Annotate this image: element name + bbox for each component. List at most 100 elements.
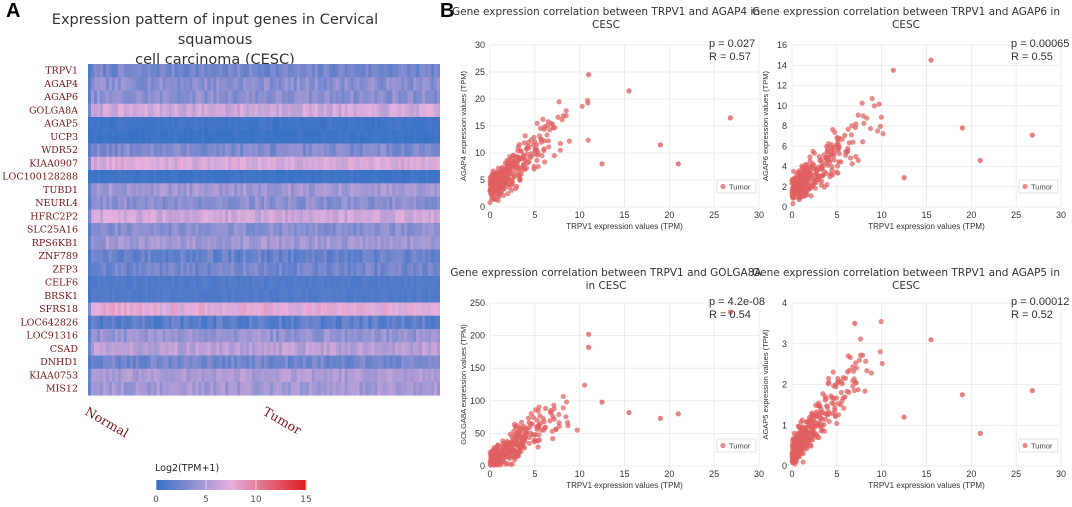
heatmap-cell	[123, 156, 128, 171]
heatmap-cell	[192, 77, 196, 91]
heatmap-cell	[302, 315, 307, 330]
heatmap-cell	[305, 249, 310, 264]
heatmap-cell	[150, 249, 154, 264]
heatmap-cell	[383, 368, 387, 383]
heatmap-cell	[413, 262, 417, 277]
heatmap-cell	[296, 262, 301, 277]
heatmap-cell	[183, 156, 187, 171]
heatmap-cell	[168, 170, 172, 184]
data-point	[838, 389, 844, 396]
legend-color-step	[261, 480, 264, 490]
heatmap-cell	[311, 156, 316, 171]
heatmap-cell	[91, 315, 95, 330]
heatmap-cell	[222, 130, 226, 144]
heatmap-cell	[102, 315, 107, 330]
heatmap-cell	[96, 302, 101, 317]
heatmap-cell	[431, 156, 435, 171]
heatmap-cell	[213, 223, 217, 237]
heatmap-row	[88, 289, 440, 303]
x-tick-label: 10	[877, 210, 887, 220]
heatmap-cell	[275, 103, 280, 118]
heatmap-cell	[347, 183, 351, 197]
heatmap-cell	[123, 130, 128, 144]
heatmap-cell	[204, 355, 208, 370]
heatmap-cell	[347, 368, 351, 383]
heatmap-cell	[422, 276, 426, 290]
heatmap-cell	[114, 130, 119, 144]
heatmap-cell	[305, 382, 310, 396]
heatmap-cell	[180, 103, 184, 118]
heatmap-cell	[102, 209, 107, 224]
heatmap-cell	[249, 196, 253, 211]
heatmap-cell	[371, 183, 375, 197]
data-point	[541, 146, 547, 152]
heatmap-cell	[311, 289, 316, 303]
heatmap-cell	[171, 355, 175, 370]
heatmap-cell	[365, 170, 369, 184]
heatmap-cell	[153, 117, 157, 131]
heatmap-cell	[356, 156, 360, 171]
heatmap-cell	[96, 156, 101, 171]
heatmap-cell	[398, 342, 402, 356]
heatmap-cell	[353, 368, 357, 383]
heatmap-cell	[243, 223, 247, 237]
heatmap-cell	[407, 183, 411, 197]
data-point	[817, 414, 823, 421]
heatmap-cell	[317, 183, 322, 197]
heatmap-cell	[249, 156, 253, 171]
heatmap-cell	[183, 77, 187, 91]
heatmap-cell	[267, 117, 271, 131]
data-point	[859, 100, 865, 106]
heatmap-cell	[96, 143, 101, 158]
heatmap-cell	[192, 355, 196, 370]
heatmap-cell	[270, 170, 274, 184]
heatmap-cell	[359, 170, 363, 184]
data-point	[808, 193, 814, 199]
heatmap-cell	[126, 302, 131, 317]
heatmap-cell	[329, 315, 333, 330]
heatmap-cell	[231, 355, 235, 370]
heatmap-cell	[314, 196, 319, 211]
heatmap-cell	[93, 223, 98, 237]
x-tick-label: 25	[709, 210, 719, 220]
heatmap-cell	[386, 130, 390, 144]
heatmap-cell	[284, 355, 289, 370]
heatmap-cell	[177, 302, 181, 317]
heatmap-cell	[117, 276, 122, 290]
heatmap-cell	[180, 249, 184, 264]
legend-color-step	[231, 480, 234, 490]
heatmap-cell	[329, 223, 333, 237]
heatmap-cell	[186, 276, 190, 290]
heatmap-cell	[389, 368, 393, 383]
legend-color-step	[213, 480, 217, 490]
heatmap-cell	[278, 183, 283, 197]
heatmap-cell	[105, 196, 110, 211]
data-point	[801, 427, 807, 433]
heatmap-cell	[272, 223, 277, 237]
heatmap-cell	[341, 183, 345, 197]
heatmap-cell	[240, 130, 244, 144]
heatmap-cell	[141, 355, 145, 370]
data-point	[539, 152, 545, 159]
heatmap-cell	[425, 249, 429, 264]
heatmap-cell	[410, 170, 414, 184]
data-point	[826, 418, 832, 425]
heatmap-cell	[317, 382, 322, 396]
heatmap-cell	[204, 77, 208, 91]
heatmap-cell	[240, 249, 244, 264]
heatmap-cell	[407, 143, 411, 158]
heatmap-cell	[320, 262, 324, 277]
heatmap-cell	[210, 289, 214, 303]
heatmap-cell	[350, 236, 354, 250]
heatmap-cell	[258, 130, 262, 144]
heatmap-cell-normal	[88, 342, 91, 356]
heatmap-cell	[278, 223, 283, 237]
heatmap-cell	[96, 315, 101, 330]
heatmap-cell	[341, 156, 345, 171]
heatmap-row	[88, 315, 440, 330]
data-point	[534, 417, 540, 423]
legend-tick-label: 5	[203, 495, 209, 505]
legend-color-step	[216, 480, 219, 490]
heatmap-cell	[201, 64, 205, 78]
heatmap-cell	[123, 223, 128, 237]
